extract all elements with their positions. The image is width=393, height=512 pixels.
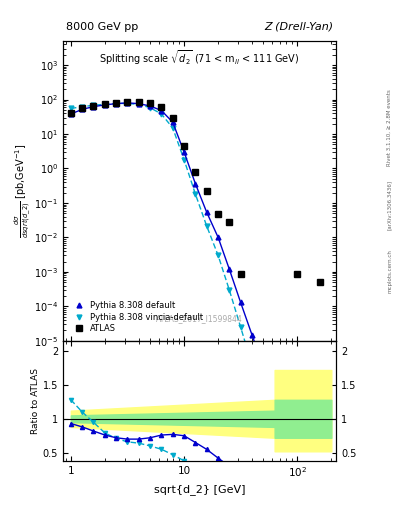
Pythia 8.308 default [148, 103, 152, 109]
Line: ATLAS: ATLAS [68, 98, 323, 285]
Pythia 8.308 vincia-default [284, 473, 288, 479]
Pythia 8.308 default [68, 111, 73, 117]
Line: Pythia 8.308 vincia-default: Pythia 8.308 vincia-default [68, 101, 322, 512]
Pythia 8.308 default [136, 100, 141, 106]
ATLAS [91, 103, 96, 109]
ATLAS [170, 115, 175, 121]
ATLAS [227, 219, 231, 225]
Pythia 8.308 vincia-default [136, 101, 141, 108]
ATLAS [159, 104, 164, 110]
Pythia 8.308 vincia-default [170, 125, 175, 131]
ATLAS [68, 110, 73, 116]
Y-axis label: Ratio to ATLAS: Ratio to ATLAS [31, 368, 40, 434]
Pythia 8.308 default [204, 209, 209, 215]
ATLAS [103, 101, 107, 107]
Pythia 8.308 vincia-default [250, 362, 254, 368]
Pythia 8.308 default [295, 459, 299, 465]
Pythia 8.308 default [306, 489, 311, 496]
Pythia 8.308 default [170, 119, 175, 125]
Pythia 8.308 vincia-default [182, 157, 186, 163]
ATLAS [193, 169, 198, 175]
Pythia 8.308 vincia-default [193, 191, 198, 197]
Pythia 8.308 default [114, 100, 118, 106]
Pythia 8.308 default [182, 149, 186, 155]
ATLAS [136, 99, 141, 105]
Line: Pythia 8.308 default: Pythia 8.308 default [68, 100, 322, 512]
Legend: Pythia 8.308 default, Pythia 8.308 vincia-default, ATLAS: Pythia 8.308 default, Pythia 8.308 vinci… [67, 298, 207, 337]
Text: Rivet 3.1.10, ≥ 2.8M events: Rivet 3.1.10, ≥ 2.8M events [387, 90, 392, 166]
Pythia 8.308 default [238, 300, 243, 306]
Pythia 8.308 vincia-default [227, 287, 231, 293]
ATLAS [204, 188, 209, 194]
Pythia 8.308 default [227, 266, 231, 272]
Pythia 8.308 vincia-default [148, 104, 152, 111]
Pythia 8.308 vincia-default [125, 100, 130, 106]
Pythia 8.308 default [91, 103, 96, 110]
Pythia 8.308 vincia-default [114, 100, 118, 106]
Text: mcplots.cern.ch: mcplots.cern.ch [387, 249, 392, 293]
ATLAS [318, 279, 322, 285]
Text: ATLAS_2017_I1599844: ATLAS_2017_I1599844 [156, 314, 243, 323]
Pythia 8.308 vincia-default [80, 103, 84, 110]
Pythia 8.308 default [250, 332, 254, 338]
ATLAS [182, 143, 186, 149]
Pythia 8.308 vincia-default [68, 105, 73, 112]
Pythia 8.308 default [103, 102, 107, 108]
ATLAS [238, 271, 243, 278]
Pythia 8.308 default [261, 365, 266, 371]
Pythia 8.308 vincia-default [204, 223, 209, 229]
Pythia 8.308 vincia-default [216, 252, 220, 259]
Pythia 8.308 default [80, 106, 84, 113]
Text: Splitting scale $\sqrt{d_2}$ (71 < m$_{ll}$ < 111 GeV): Splitting scale $\sqrt{d_2}$ (71 < m$_{l… [99, 49, 300, 67]
Pythia 8.308 default [216, 234, 220, 241]
ATLAS [295, 271, 299, 278]
Pythia 8.308 vincia-default [272, 436, 277, 442]
Text: Z (Drell-Yan): Z (Drell-Yan) [264, 22, 333, 32]
Pythia 8.308 vincia-default [91, 102, 96, 109]
ATLAS [148, 100, 152, 106]
Pythia 8.308 vincia-default [261, 399, 266, 405]
ATLAS [80, 105, 84, 112]
Pythia 8.308 default [125, 100, 130, 106]
X-axis label: sqrt{d_2} [GeV]: sqrt{d_2} [GeV] [154, 484, 245, 495]
Text: [arXiv:1306.3436]: [arXiv:1306.3436] [387, 180, 392, 230]
Pythia 8.308 default [284, 428, 288, 434]
Text: 8000 GeV pp: 8000 GeV pp [66, 22, 138, 32]
Pythia 8.308 default [272, 396, 277, 402]
Pythia 8.308 default [159, 108, 164, 114]
Pythia 8.308 default [193, 181, 198, 187]
Y-axis label: $\frac{d\sigma}{dsqrt(d\_2)}$ [pb,GeV$^{-1}$]: $\frac{d\sigma}{dsqrt(d\_2)}$ [pb,GeV$^{… [13, 144, 33, 238]
Pythia 8.308 vincia-default [238, 324, 243, 330]
Pythia 8.308 vincia-default [295, 510, 299, 512]
ATLAS [216, 211, 220, 217]
ATLAS [114, 99, 118, 105]
Pythia 8.308 vincia-default [159, 111, 164, 117]
Pythia 8.308 vincia-default [103, 101, 107, 108]
ATLAS [125, 98, 130, 104]
